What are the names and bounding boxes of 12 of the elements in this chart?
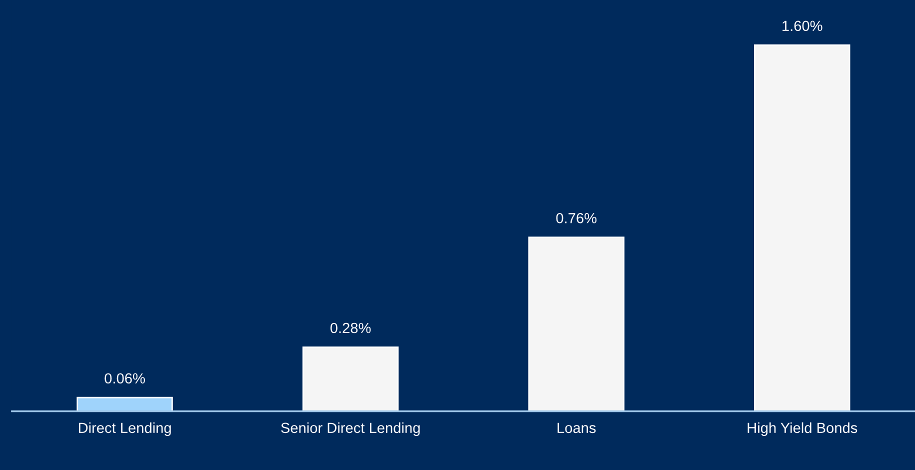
data-label: 0.06% bbox=[104, 373, 145, 384]
bar bbox=[302, 346, 399, 412]
x-tick-label: Direct Lending bbox=[78, 422, 171, 436]
data-label: 0.28% bbox=[330, 322, 371, 334]
bar bbox=[754, 44, 850, 412]
bar bbox=[76, 396, 173, 412]
data-label: 0.76% bbox=[556, 212, 596, 224]
x-tick-label: Senior Direct Lending bbox=[281, 422, 420, 436]
x-tick-label: High Yield Bonds bbox=[748, 422, 858, 436]
data-label: 1.60% bbox=[782, 20, 822, 32]
bar bbox=[528, 236, 624, 412]
x-tick-label: Loans bbox=[558, 422, 596, 434]
